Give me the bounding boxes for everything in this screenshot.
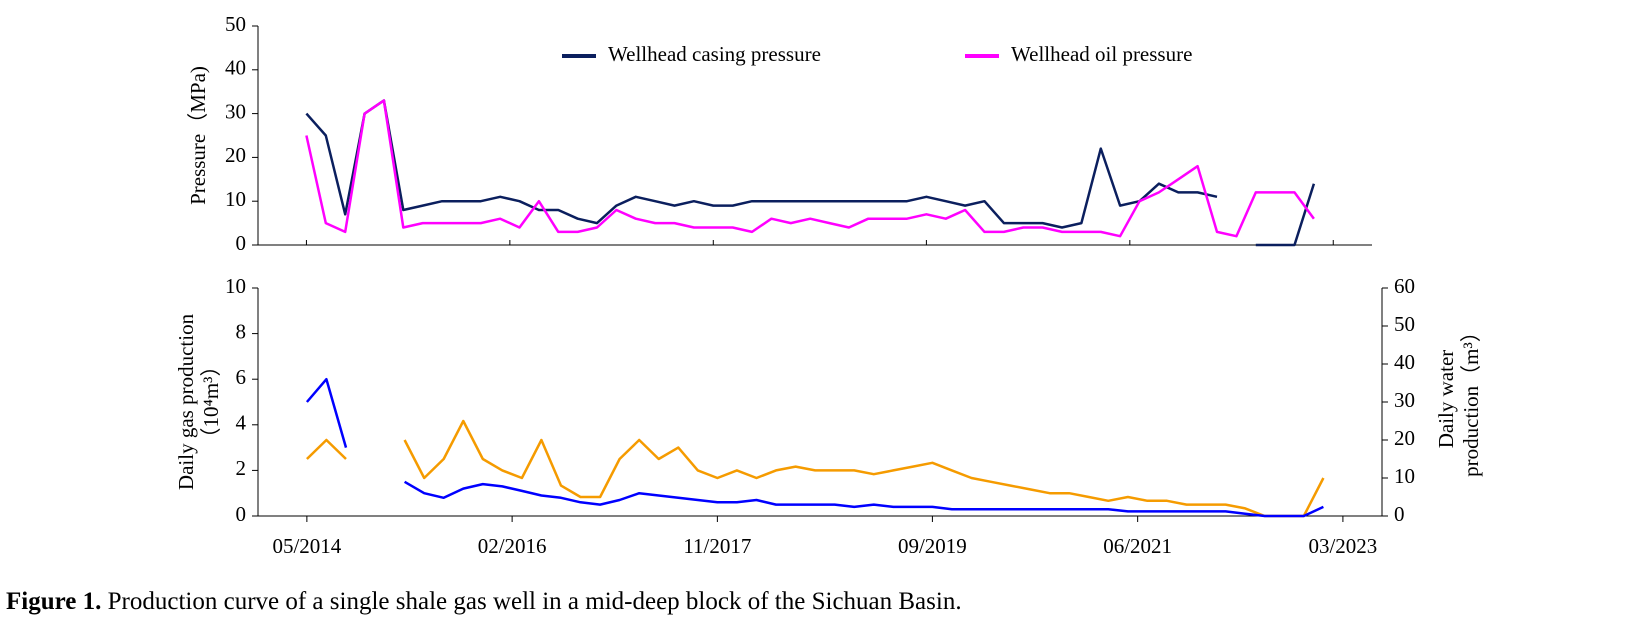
y-tick-label: 10: [225, 274, 246, 298]
x-tick-label: 11/2017: [683, 534, 751, 558]
y2-tick-label: 20: [1394, 426, 1415, 450]
caption-text: Production curve of a single shale gas w…: [107, 588, 962, 615]
y2-tick-label: 50: [1394, 312, 1415, 336]
y2-tick-label: 30: [1394, 388, 1415, 412]
y-axis-label: Daily waterproduction（m³）: [1434, 321, 1483, 477]
y2-tick-label: 40: [1394, 350, 1415, 374]
caption: Figure 1. Production curve of a single s…: [6, 588, 962, 616]
legend-label: Wellhead oil pressure: [1011, 42, 1192, 66]
legend-label: Wellhead casing pressure: [608, 42, 821, 66]
series-line: [305, 377, 1324, 518]
y-tick-label: 2: [236, 456, 247, 480]
y-tick-label: 40: [225, 56, 246, 80]
caption-label: Figure 1.: [6, 588, 102, 615]
y-tick-label: 4: [236, 411, 247, 435]
y2-tick-label: 60: [1394, 274, 1415, 298]
y-axis-label-line: Daily gas production: [174, 313, 198, 490]
series-line: [306, 419, 1325, 518]
y-tick-label: 20: [225, 143, 246, 167]
y-axis-label-line: production（m³）: [1459, 321, 1483, 477]
y-tick-label: 10: [225, 187, 246, 211]
y2-tick-label: 10: [1394, 464, 1415, 488]
x-tick-label: 02/2016: [478, 534, 547, 558]
x-tick-label: 03/2023: [1308, 534, 1377, 558]
series-line: [305, 99, 1315, 238]
y-tick-label: 6: [236, 365, 247, 389]
x-tick-label: 06/2021: [1103, 534, 1172, 558]
y-tick-label: 8: [236, 319, 247, 343]
y-tick-label: 50: [225, 12, 246, 36]
y-axis-label-line: （10⁴m³）: [199, 356, 223, 449]
series-line: [305, 99, 1316, 247]
y2-tick-label: 0: [1394, 502, 1405, 526]
y-tick-label: 30: [225, 99, 246, 123]
y-axis-label: Pressure（MPa): [186, 66, 210, 205]
y-axis-label: Daily gas production（10⁴m³）: [174, 313, 223, 490]
x-tick-label: 09/2019: [898, 534, 967, 558]
y-axis-label-line: Daily water: [1434, 350, 1458, 449]
x-tick-label: 05/2014: [272, 534, 341, 558]
y-tick-label: 0: [236, 502, 247, 526]
y-tick-label: 0: [236, 231, 247, 255]
